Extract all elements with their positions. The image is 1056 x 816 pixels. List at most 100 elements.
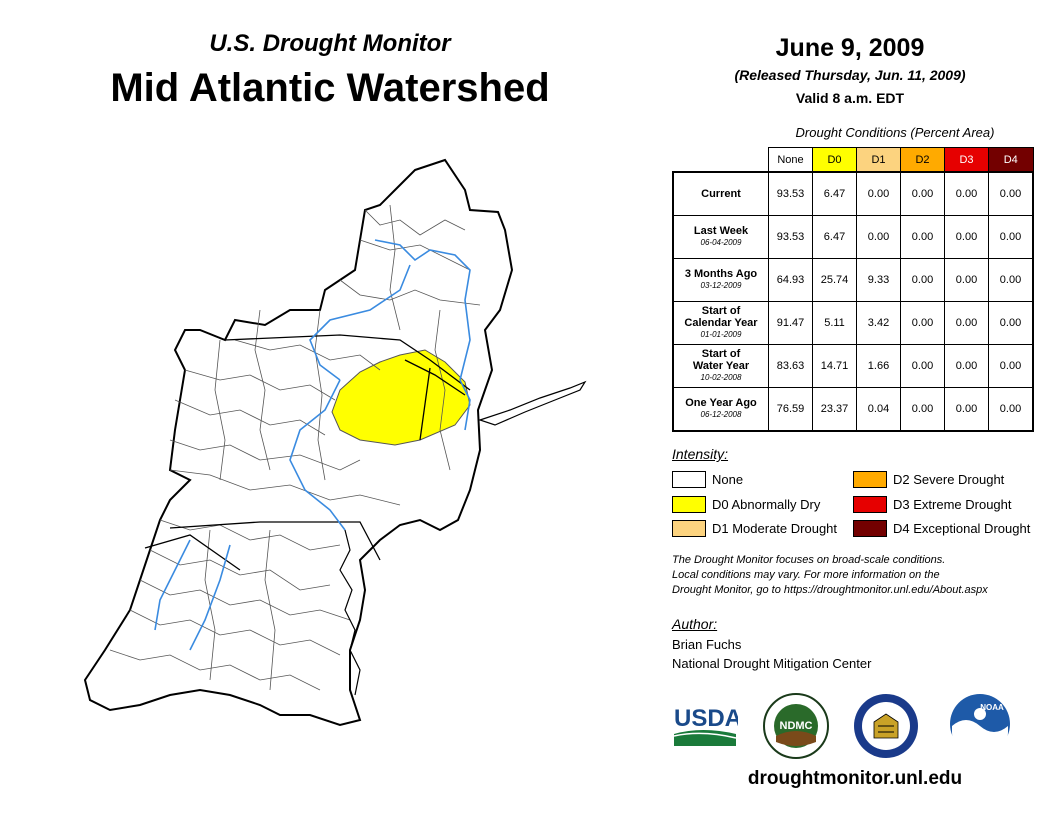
legend-label: D2 Severe Drought [893,472,1005,487]
table-row: One Year Ago 06-12-2008 76.59 23.37 0.04… [672,387,1034,432]
website-link[interactable]: droughtmonitor.unl.edu [747,768,963,789]
map-title: Mid Atlantic Watershed [110,66,550,110]
cell-value: 3.42 [856,301,901,345]
table-header-row: None D0 D1 D2 D3 D4 [673,147,1034,173]
column-header-d1: D1 [856,147,901,173]
row-label: One Year Ago 06-12-2008 [672,387,769,432]
cell-value: 6.47 [812,171,857,216]
row-label: 3 Months Ago 03-12-2009 [672,258,769,302]
legend-label: D4 Exceptional Drought [893,521,1031,536]
drought-conditions-table: None D0 D1 D2 D3 D4 Current 93.53 6.47 0… [672,147,1034,432]
cell-value: 64.93 [768,258,813,302]
cell-value: 0.00 [988,215,1034,259]
note-line: Local conditions may vary. For more info… [672,569,940,581]
cell-value: 5.11 [812,301,857,345]
table-row: 3 Months Ago 03-12-2009 64.93 25.74 9.33… [672,258,1034,302]
army-corps-logo [854,694,918,758]
row-label: Current [672,171,769,216]
row-label: Start of Water Year 10-02-2008 [672,344,769,388]
legend-swatch [853,520,887,537]
valid-time: Valid 8 a.m. EDT [795,90,905,106]
legend-title: Intensity: [672,446,729,462]
cell-value: 23.37 [812,387,857,432]
author-organization: National Drought Mitigation Center [672,656,872,671]
cell-value: 0.04 [856,387,901,432]
county-lines [109,204,481,691]
cell-value: 0.00 [856,171,901,216]
cell-value: 0.00 [856,215,901,259]
cell-value: 0.00 [900,171,945,216]
table-row: Current 93.53 6.47 0.00 0.00 0.00 0.00 [672,171,1034,216]
cell-value: 0.00 [900,344,945,388]
author-name: Brian Fuchs [672,637,742,652]
legend-item-none: None [672,471,743,488]
column-header-d2: D2 [900,147,945,173]
cell-value: 0.00 [900,258,945,302]
cell-value: 0.00 [944,215,989,259]
row-label-text: Start of [701,348,741,360]
row-date: 06-12-2008 [700,410,742,419]
note-line: The Drought Monitor focuses on broad-sca… [672,554,946,566]
cell-value: 0.00 [944,171,989,216]
d0-abnormally-dry-area [331,349,471,446]
cell-value: 0.00 [944,258,989,302]
cell-value: 0.00 [988,171,1034,216]
author-title: Author: [672,616,718,632]
map-date: June 9, 2009 [775,34,925,62]
cell-value: 93.53 [768,171,813,216]
rivers [154,239,471,651]
legend-item-d4: D4 Exceptional Drought [853,520,1030,537]
noaa-logo-text: NOAA [980,703,1004,712]
legend-swatch [672,496,706,513]
watershed-outline [83,158,514,727]
legend-label: D0 Abnormally Dry [712,497,821,512]
state-borders [144,334,471,571]
cell-value: 0.00 [944,344,989,388]
cell-value: 76.59 [768,387,813,432]
row-label-text-2: Water Year [692,360,750,372]
row-date: 01-01-2009 [700,330,742,339]
chesapeake-bay [339,529,361,696]
watershed-map [83,158,587,727]
row-label: Last Week 06-04-2009 [672,215,769,259]
cell-value: 6.47 [812,215,857,259]
legend-item-d3: D3 Extreme Drought [853,496,1012,513]
row-date: 03-12-2009 [700,281,742,290]
noaa-logo: NOAA [950,694,1010,756]
legend-label: D1 Moderate Drought [712,521,838,536]
legend-label: None [712,472,744,487]
cell-value: 83.63 [768,344,813,388]
long-island [478,380,587,426]
row-date: 10-02-2008 [700,373,742,382]
table-row: Last Week 06-04-2009 93.53 6.47 0.00 0.0… [672,215,1034,259]
cell-value: 25.74 [812,258,857,302]
ndmc-logo-text: NDMC [780,720,813,732]
cell-value: 0.00 [900,387,945,432]
disclaimer-note: The Drought Monitor focuses on broad-sca… [672,553,1042,598]
legend-label: D3 Extreme Drought [893,497,1012,512]
cell-value: 91.47 [768,301,813,345]
legend-item-d1: D1 Moderate Drought [672,520,837,537]
legend-swatch [672,520,706,537]
cell-value: 0.00 [900,215,945,259]
cell-value: 0.00 [988,387,1034,432]
row-label-text: 3 Months Ago [684,268,758,280]
cell-value: 0.00 [988,258,1034,302]
row-label-text-2: Calendar Year [684,317,758,329]
column-header-d4: D4 [988,147,1034,173]
table-row: Start of Water Year 10-02-2008 83.63 14.… [672,344,1034,388]
usda-logo: USDA [673,705,738,746]
column-header-d3: D3 [944,147,989,173]
cell-value: 93.53 [768,215,813,259]
row-date: 06-04-2009 [700,238,742,247]
legend-swatch [853,471,887,488]
cell-value: 0.00 [900,301,945,345]
usda-logo-text: USDA [674,705,738,732]
legend-item-d2: D2 Severe Drought [853,471,1004,488]
release-date: (Released Thursday, Jun. 11, 2009) [734,67,966,83]
map-subtitle: U.S. Drought Monitor [209,30,451,57]
row-label-text: Current [701,188,741,200]
cell-value: 1.66 [856,344,901,388]
cell-value: 0.00 [944,301,989,345]
row-label-text: Last Week [693,225,749,237]
